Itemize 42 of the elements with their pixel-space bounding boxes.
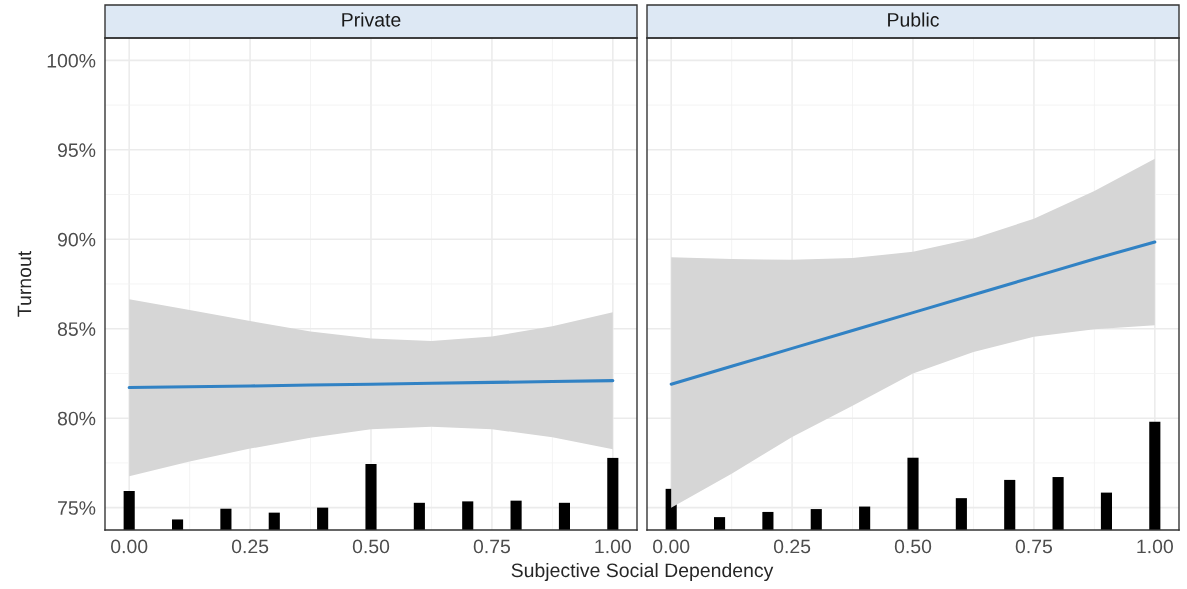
y-tick-label: 95% bbox=[57, 143, 96, 158]
y-tick-label: 80% bbox=[57, 411, 96, 426]
bar bbox=[462, 501, 474, 530]
bar bbox=[1052, 477, 1064, 530]
y-tick-label: 90% bbox=[57, 232, 96, 247]
bar bbox=[955, 498, 967, 530]
y-tick-label: 100% bbox=[47, 53, 96, 68]
x-tick-label: 0.25 bbox=[231, 539, 269, 554]
chart-title: Public bbox=[888, 12, 939, 27]
bar bbox=[713, 517, 726, 530]
x-tick-label: 0.50 bbox=[352, 539, 390, 554]
bar bbox=[268, 512, 280, 530]
x-tick-label: 0.25 bbox=[773, 539, 811, 554]
bar bbox=[859, 506, 871, 530]
x-tick-label: 1.00 bbox=[595, 539, 631, 554]
bar bbox=[317, 507, 329, 530]
bar bbox=[413, 502, 425, 530]
bar bbox=[1149, 421, 1161, 530]
x-tick-label: 0.50 bbox=[894, 539, 932, 554]
bar bbox=[1004, 479, 1016, 530]
bar bbox=[762, 511, 774, 530]
x-tick-label: 0.75 bbox=[473, 539, 511, 554]
bar bbox=[123, 491, 135, 530]
bar bbox=[171, 519, 184, 530]
y-axis-title: Turnout bbox=[17, 251, 32, 317]
bar bbox=[220, 508, 232, 530]
bar bbox=[907, 457, 919, 530]
x-tick-label: 1.00 bbox=[1137, 539, 1173, 554]
y-tick-label: 85% bbox=[57, 322, 96, 336]
bar bbox=[510, 500, 522, 530]
chart-title: Private bbox=[342, 12, 401, 27]
x-tick-label: 0.75 bbox=[1015, 539, 1053, 554]
bar bbox=[365, 463, 377, 530]
x-axis-title: Subjective Social Dependency bbox=[511, 562, 774, 582]
line-series bbox=[127, 379, 615, 390]
bar bbox=[558, 502, 571, 530]
bar bbox=[607, 457, 619, 530]
x-tick-label: 0.00 bbox=[653, 539, 690, 554]
x-tick-label: 0.00 bbox=[111, 539, 148, 554]
bar bbox=[810, 509, 822, 530]
y-tick-label: 75% bbox=[58, 501, 96, 515]
bar bbox=[1100, 492, 1113, 530]
